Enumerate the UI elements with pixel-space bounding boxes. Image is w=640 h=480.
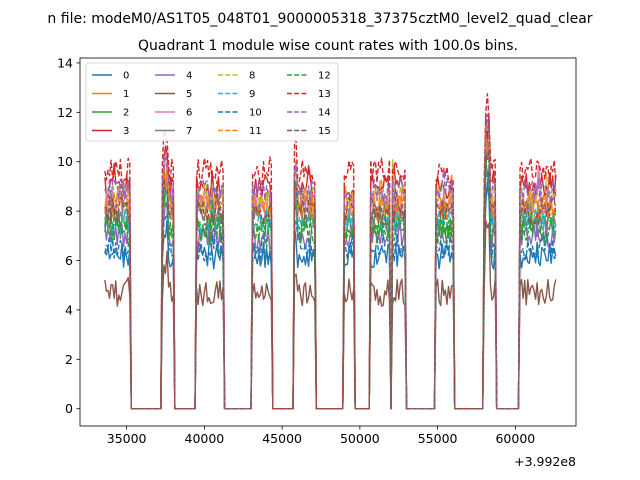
x-tick-label: 60000 [495, 431, 535, 446]
legend-label-9: 9 [249, 89, 255, 100]
series-line-15 [104, 148, 557, 410]
legend-label-10: 10 [249, 108, 262, 119]
y-tick-label: 14 [57, 55, 73, 70]
chart-suptitle: n file: modeM0/AS1T05_048T01_9000005318_… [47, 11, 592, 27]
legend-label-5: 5 [186, 89, 192, 100]
legend-label-15: 15 [318, 126, 331, 137]
legend-label-6: 6 [186, 108, 192, 119]
legend-label-4: 4 [186, 71, 192, 82]
y-tick-label: 4 [65, 302, 73, 317]
legend-box [85, 62, 339, 142]
y-tick-label: 8 [65, 204, 73, 219]
legend-label-14: 14 [318, 108, 331, 119]
y-tick-label: 6 [65, 253, 73, 268]
legend-label-1: 1 [123, 89, 129, 100]
x-offset-label: +3.992e8 [514, 454, 576, 469]
legend-label-12: 12 [318, 71, 331, 82]
legend-label-7: 7 [186, 126, 192, 137]
y-tick-label: 0 [65, 401, 73, 416]
legend-label-2: 2 [123, 108, 129, 119]
axes-frame [79, 57, 577, 427]
legend-label-13: 13 [318, 89, 331, 100]
y-tick-label: 2 [65, 352, 73, 367]
chart-title: Quadrant 1 module wise count rates with … [138, 38, 518, 54]
legend-label-0: 0 [123, 71, 129, 82]
y-tick-label: 10 [57, 154, 73, 169]
legend-label-11: 11 [249, 126, 262, 137]
x-tick-label: 50000 [340, 431, 380, 446]
y-tick-label: 12 [57, 105, 73, 120]
x-tick-label: 55000 [418, 431, 458, 446]
x-tick-label: 45000 [262, 431, 302, 446]
x-tick-label: 40000 [185, 431, 225, 446]
series-layer [104, 93, 557, 410]
x-axis: 35000 40000 45000 50000 55000 60000 [107, 426, 535, 446]
legend-label-3: 3 [123, 126, 129, 137]
legend-label-8: 8 [249, 71, 255, 82]
y-axis: 0 2 4 6 8 10 12 14 [57, 55, 80, 416]
x-tick-label: 35000 [107, 431, 147, 446]
